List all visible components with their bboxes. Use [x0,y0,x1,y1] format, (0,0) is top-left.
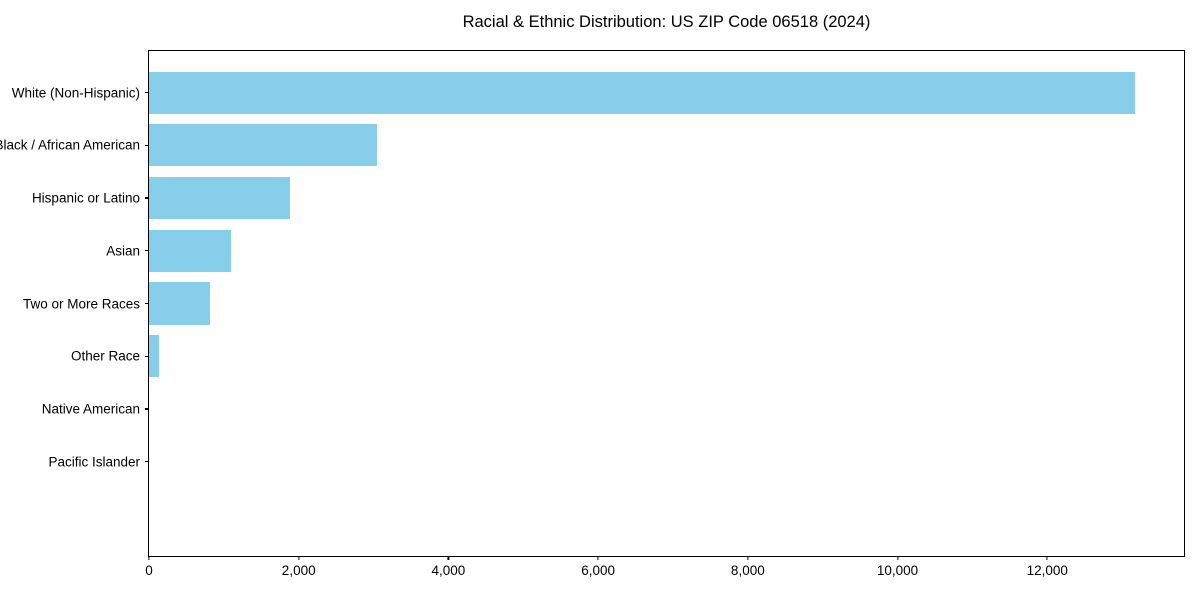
x-tick-label: 6,000 [581,563,616,578]
x-tick-label: 10,000 [876,563,919,578]
x-axis-tick [1046,556,1048,560]
y-tick-label: Native American [41,401,140,417]
y-axis-tick [145,92,149,94]
x-axis-tick [597,556,599,560]
y-axis-tick [145,408,149,410]
y-axis-tick [145,461,149,463]
x-axis-tick [747,556,749,560]
y-tick-label: Hispanic or Latino [31,190,140,206]
y-tick-label: Black / African American [0,137,140,153]
bar [149,282,210,325]
y-axis-tick [145,144,149,146]
y-tick-label: Pacific Islander [48,454,140,470]
bar [149,335,159,378]
y-axis-tick [145,197,149,199]
bar [149,71,1135,114]
x-tick-label: 0 [145,563,153,578]
bar [149,124,378,167]
bar [149,176,290,220]
y-tick-label: Two or More Races [22,296,140,311]
chart-title: Racial & Ethnic Distribution: US ZIP Cod… [462,13,871,31]
x-axis-tick [148,556,150,560]
x-tick-label: 4,000 [431,563,466,578]
y-tick-label: Other Race [70,348,140,364]
y-axis-tick [145,250,149,252]
x-tick-label: 8,000 [730,563,765,578]
x-axis-tick [896,556,899,560]
y-tick-label: White (Non-Hispanic) [11,85,140,101]
y-tick-label: Asian [106,243,140,259]
x-tick-label: 12,000 [1026,563,1068,578]
bar [149,229,231,272]
y-axis-tick [145,302,149,305]
plot-area: White (Non-Hispanic) Black / African Amer… [0,50,1185,578]
x-tick-label: 2,000 [281,563,316,578]
y-axis-tick [145,355,149,357]
x-axis-tick [298,556,300,560]
x-axis-tick [447,556,449,560]
